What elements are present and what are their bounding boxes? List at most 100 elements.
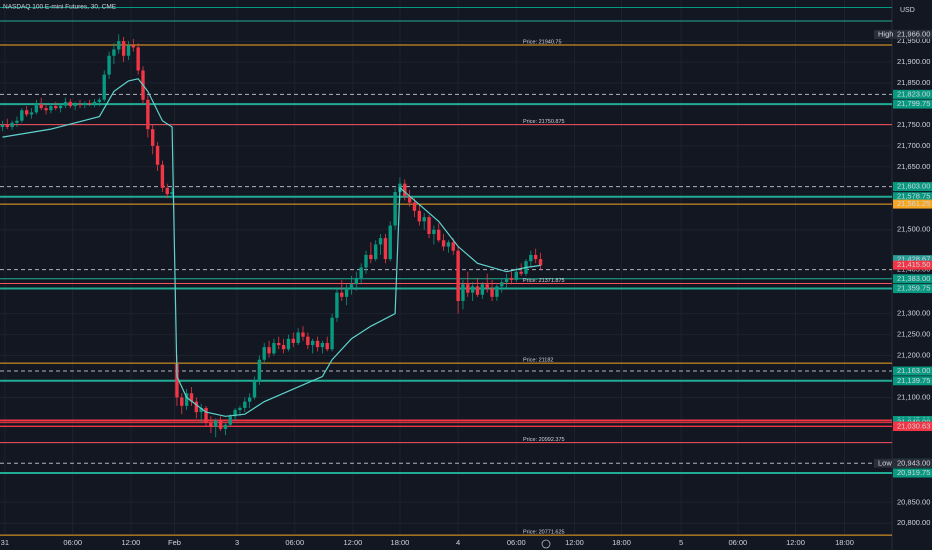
candle-body: [412, 202, 417, 211]
candle-body: [214, 420, 218, 427]
price-tag: [893, 274, 932, 284]
candle-body: [155, 145, 160, 165]
candle-body: [388, 225, 392, 260]
candle-body: [175, 363, 179, 398]
candle-body: [83, 103, 87, 105]
price-tag: [893, 468, 932, 478]
candle-body: [160, 164, 165, 188]
candle-body: [504, 277, 509, 283]
price-tag-label: 21,359.75: [897, 284, 930, 293]
candle-body: [170, 192, 174, 195]
candle-body: [461, 284, 465, 302]
y-tick-label: 21,650.00: [897, 162, 930, 171]
candle-body: [136, 47, 140, 71]
candle-body: [0, 124, 5, 128]
x-tick-label: 12:00: [786, 538, 805, 547]
x-tick-label: 18:00: [835, 538, 854, 547]
candle-body: [204, 407, 208, 423]
candle-body: [286, 338, 291, 350]
level-label: Price: 21750.875: [523, 119, 565, 125]
price-tag-label: 20,919.75: [897, 468, 930, 477]
level-label: Price: 21182: [523, 358, 553, 364]
candle-body: [310, 340, 315, 346]
y-tick-label: 21,500.00: [897, 225, 930, 234]
candle-body: [470, 286, 475, 293]
candle-body: [87, 103, 92, 104]
candle-body: [538, 259, 543, 266]
candle-body: [78, 103, 82, 105]
candle-body: [301, 332, 305, 337]
x-tick-label: 31: [1, 538, 9, 547]
candle-body: [306, 336, 310, 346]
candle-body: [102, 74, 106, 100]
candle-body: [223, 424, 228, 429]
price-tag-label: 21,823.00: [897, 89, 930, 98]
candle-body: [466, 284, 470, 293]
candle-body: [296, 332, 300, 343]
candle-body: [180, 397, 184, 406]
y-tick-label: 20,850.00: [897, 497, 930, 506]
x-tick-label: 06:00: [285, 538, 304, 547]
price-tag-label: 21,383.00: [897, 274, 930, 283]
high-tag: [874, 29, 932, 39]
candle-body: [417, 210, 422, 222]
candle-body: [68, 101, 72, 107]
level-label: Price: 21940.75: [523, 39, 562, 45]
candle-body: [54, 106, 58, 109]
currency[interactable]: USD: [900, 7, 915, 14]
y-tick-label: 21,850.00: [897, 78, 930, 87]
current-tag: [893, 260, 932, 270]
candle-body: [63, 101, 68, 106]
price-tag-label: 21,603.00: [897, 182, 930, 191]
candle-body: [451, 242, 455, 251]
x-tick-label: 06:00: [63, 538, 82, 547]
price-tag: [893, 366, 932, 376]
candle-body: [480, 284, 485, 295]
candle-body: [73, 103, 77, 107]
candle-body: [422, 217, 426, 222]
y-tick-label: 21,300.00: [897, 309, 930, 318]
candle-body: [383, 238, 388, 260]
level-label: Price: 21371.875: [523, 278, 565, 284]
candle-body: [378, 238, 383, 245]
candle-body: [272, 342, 276, 354]
x-tick-label: 18:00: [612, 538, 631, 547]
event-icon[interactable]: [541, 539, 551, 549]
candle-body: [247, 397, 252, 402]
price-tag-label: 21,163.00: [897, 366, 930, 375]
candle-body: [475, 286, 480, 295]
candle-body: [364, 254, 368, 268]
candle-body: [354, 277, 359, 285]
candle-body: [44, 108, 48, 111]
candle-body: [165, 187, 169, 195]
chart-title: NASDAQ 100 E-mini Futures, 30, CME: [3, 4, 117, 11]
price-tag: [893, 284, 932, 294]
candle-body: [456, 250, 460, 302]
x-tick-label: 3: [235, 538, 239, 547]
price-tag: [893, 376, 932, 386]
candle-body: [97, 99, 102, 102]
price-tag-label: 21,578.75: [897, 192, 930, 201]
x-tick-label: 5: [679, 538, 683, 547]
candle-body: [252, 380, 257, 398]
candle-body: [15, 120, 19, 123]
price-tag-label: 21,139.75: [897, 376, 930, 385]
candle-body: [437, 229, 441, 241]
candle-body: [24, 110, 29, 115]
x-tick-label: 12:00: [565, 538, 584, 547]
candle-body: [126, 45, 131, 56]
candle-body: [393, 192, 397, 226]
candle-body: [267, 347, 271, 354]
current-tag-label: 21,415.50: [897, 260, 930, 269]
candle-body: [10, 122, 14, 128]
low-tag: [874, 458, 932, 468]
x-tick-label: 12:00: [122, 538, 141, 547]
candle-body: [209, 422, 213, 427]
candle-body: [131, 45, 136, 48]
candle-body: [218, 420, 223, 429]
y-tick-label: 21,900.00: [897, 57, 930, 66]
candle-body: [509, 277, 514, 281]
x-tick-label: 4: [456, 538, 460, 547]
level-label: Price: 20771.625: [523, 530, 565, 536]
